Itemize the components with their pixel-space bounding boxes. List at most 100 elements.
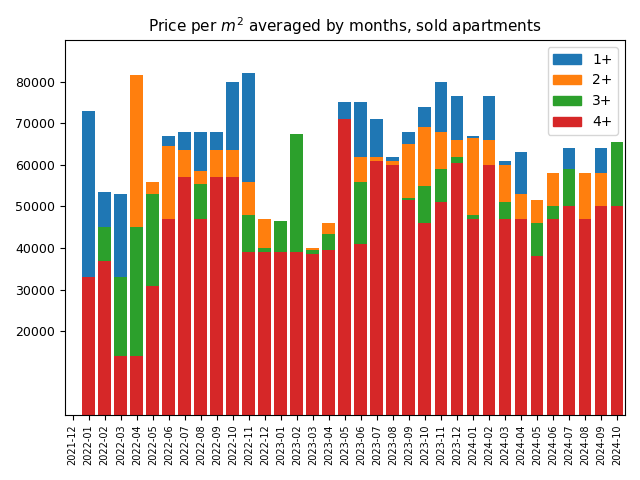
Bar bbox=[595, 206, 607, 415]
Bar bbox=[419, 186, 431, 415]
Bar bbox=[563, 206, 575, 415]
Bar bbox=[163, 219, 175, 415]
Bar bbox=[99, 261, 111, 415]
Bar bbox=[483, 165, 495, 415]
Bar bbox=[547, 219, 559, 415]
Bar bbox=[371, 161, 383, 415]
Bar bbox=[195, 183, 207, 415]
Bar bbox=[371, 156, 383, 415]
Bar bbox=[403, 132, 415, 415]
Bar bbox=[243, 73, 255, 415]
Bar bbox=[131, 228, 143, 415]
Bar bbox=[83, 277, 95, 415]
Bar bbox=[435, 82, 447, 415]
Bar bbox=[355, 244, 367, 415]
Bar bbox=[211, 150, 223, 415]
Bar bbox=[451, 96, 463, 415]
Bar bbox=[547, 173, 559, 415]
Bar bbox=[451, 156, 463, 415]
Bar bbox=[259, 248, 271, 415]
Bar bbox=[275, 221, 287, 415]
Bar bbox=[339, 119, 351, 415]
Bar bbox=[339, 152, 351, 415]
Bar bbox=[339, 177, 351, 415]
Bar bbox=[499, 219, 511, 415]
Bar bbox=[547, 173, 559, 415]
Bar bbox=[179, 150, 191, 415]
Bar bbox=[131, 75, 143, 415]
Bar bbox=[99, 192, 111, 415]
Bar bbox=[275, 221, 287, 415]
Bar bbox=[243, 181, 255, 415]
Bar bbox=[563, 169, 575, 415]
Bar bbox=[131, 75, 143, 415]
Bar bbox=[515, 219, 527, 415]
Bar bbox=[355, 102, 367, 415]
Bar bbox=[227, 82, 239, 415]
Bar bbox=[275, 221, 287, 415]
Bar bbox=[291, 133, 303, 415]
Bar bbox=[499, 202, 511, 415]
Bar bbox=[483, 96, 495, 415]
Bar bbox=[179, 177, 191, 415]
Bar bbox=[595, 173, 607, 415]
Bar bbox=[179, 183, 191, 415]
Bar bbox=[275, 252, 287, 415]
Bar bbox=[371, 119, 383, 415]
Bar bbox=[211, 132, 223, 415]
Bar bbox=[419, 107, 431, 415]
Bar bbox=[451, 163, 463, 415]
Bar bbox=[115, 277, 127, 415]
Bar bbox=[291, 223, 303, 415]
Bar bbox=[99, 228, 111, 415]
Bar bbox=[611, 206, 623, 415]
Bar bbox=[563, 148, 575, 415]
Bar bbox=[387, 165, 399, 415]
Bar bbox=[515, 223, 527, 415]
Bar bbox=[259, 219, 271, 415]
Title: Price per $m^2$ averaged by months, sold apartments: Price per $m^2$ averaged by months, sold… bbox=[148, 15, 541, 36]
Bar bbox=[595, 206, 607, 415]
Bar bbox=[371, 202, 383, 415]
Bar bbox=[99, 242, 111, 415]
Bar bbox=[291, 252, 303, 415]
Bar bbox=[339, 102, 351, 415]
Bar bbox=[131, 356, 143, 415]
Bar bbox=[483, 140, 495, 415]
Bar bbox=[307, 248, 319, 415]
Legend: 1+, 2+, 3+, 4+: 1+, 2+, 3+, 4+ bbox=[548, 47, 618, 135]
Bar bbox=[403, 144, 415, 415]
Bar bbox=[195, 219, 207, 415]
Bar bbox=[499, 161, 511, 415]
Bar bbox=[547, 206, 559, 415]
Bar bbox=[259, 252, 271, 415]
Bar bbox=[323, 223, 335, 415]
Bar bbox=[323, 223, 335, 415]
Bar bbox=[307, 254, 319, 415]
Bar bbox=[115, 356, 127, 415]
Bar bbox=[579, 200, 591, 415]
Bar bbox=[611, 142, 623, 415]
Bar bbox=[147, 181, 159, 415]
Bar bbox=[323, 250, 335, 415]
Bar bbox=[435, 169, 447, 415]
Bar bbox=[259, 219, 271, 415]
Bar bbox=[243, 252, 255, 415]
Bar bbox=[419, 223, 431, 415]
Bar bbox=[227, 177, 239, 415]
Bar bbox=[211, 177, 223, 415]
Bar bbox=[531, 223, 543, 415]
Bar bbox=[435, 132, 447, 415]
Bar bbox=[355, 181, 367, 415]
Bar bbox=[451, 140, 463, 415]
Bar bbox=[83, 277, 95, 415]
Bar bbox=[227, 150, 239, 415]
Bar bbox=[115, 194, 127, 415]
Bar bbox=[227, 177, 239, 415]
Bar bbox=[147, 194, 159, 415]
Bar bbox=[563, 169, 575, 415]
Bar bbox=[483, 204, 495, 415]
Bar bbox=[467, 136, 479, 415]
Bar bbox=[387, 156, 399, 415]
Bar bbox=[195, 132, 207, 415]
